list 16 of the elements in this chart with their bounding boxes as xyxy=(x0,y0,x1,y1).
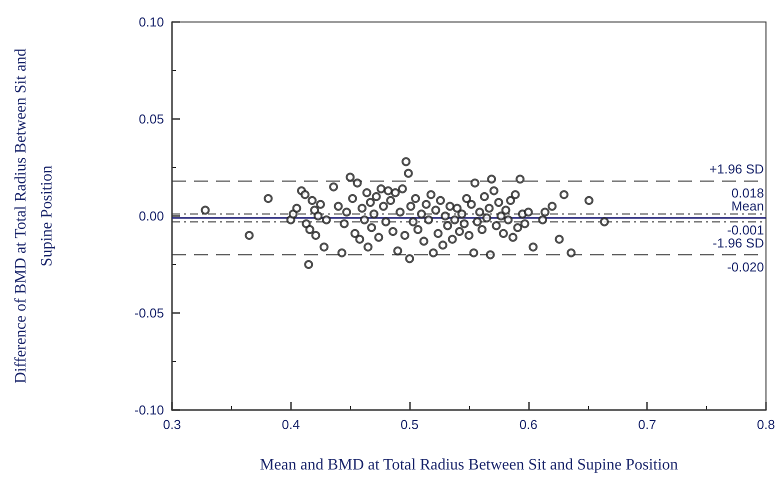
y-tick-label: 0.00 xyxy=(138,208,164,224)
ref-line-label: Mean -0.001 xyxy=(727,198,764,238)
y-axis-title: Difference of BMD at Total Radius Between Sit and Supine Position xyxy=(12,48,56,384)
y-tick-label: 0.05 xyxy=(138,112,164,126)
x-axis-title: Mean and BMD at Total Radius Between Sit and Supine Position xyxy=(260,456,678,474)
x-tick-label: 0.4 xyxy=(282,417,300,432)
x-tick-label: 0.5 xyxy=(400,417,419,432)
y-tick-label: 0.10 xyxy=(138,14,164,30)
ref-line-label: +1.96 SD 0.018 xyxy=(709,162,764,201)
y-tick-label: -0.05 xyxy=(134,306,164,320)
x-tick-label: 0.7 xyxy=(638,417,656,432)
y-tick-label: -0.10 xyxy=(134,402,164,418)
x-tick-label: 0.6 xyxy=(519,417,538,432)
x-tick-label: 0.8 xyxy=(756,417,776,432)
x-tick-label: 0.3 xyxy=(162,417,182,432)
ref-line-label: -1.96 SD -0.020 xyxy=(712,235,764,274)
